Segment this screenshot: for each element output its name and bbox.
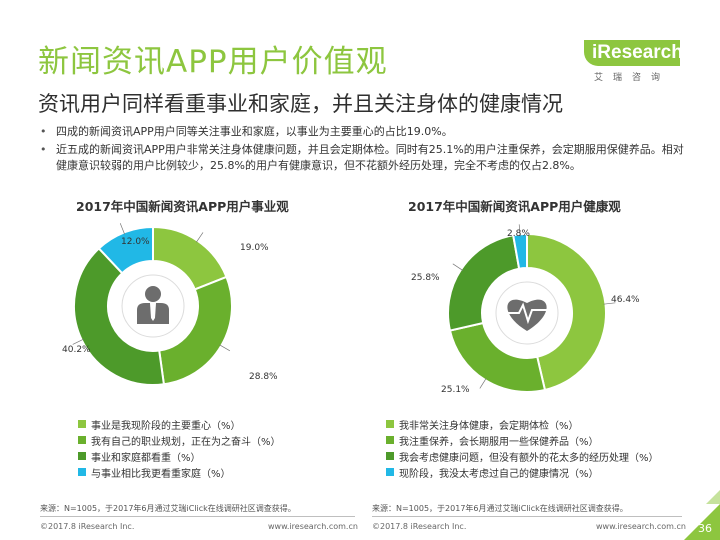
leader-line: [452, 263, 464, 271]
heart-pulse-icon: [507, 299, 547, 331]
data-label: 19.0%: [240, 243, 269, 253]
legend-item: 我非常关注身体健康，会定期体检（%）: [386, 416, 659, 432]
legend-label: 现阶段，我没太考虑过自己的健康情况（%）: [399, 468, 599, 480]
legend-item: 与事业相比我更看重家庭（%）: [78, 464, 281, 480]
website: www.iresearch.com.cn: [268, 522, 358, 531]
leader-line: [479, 378, 487, 389]
data-label: 25.1%: [441, 385, 470, 395]
donut-slice: [512, 232, 528, 270]
legend-swatch: [386, 436, 394, 444]
leader-line: [72, 338, 84, 345]
leader-line: [603, 302, 616, 305]
page-subtitle: 资讯用户同样看重事业和家庭，并且关注身体的健康情况: [38, 92, 563, 116]
health-donut-svg: 46.4% 25.1% 25.8% 2.8%: [411, 224, 640, 395]
corner-decoration: [706, 490, 720, 504]
data-label: 25.8%: [411, 273, 440, 283]
footer-divider: [372, 516, 682, 517]
source-note: 来源：N=1005，于2017年6月通过艾瑞iClick在线调研社区调查获得。: [40, 504, 296, 513]
summary-bullets: 四成的新闻资讯APP用户同等关注事业和家庭，以事业为主要重心的占比19.0%。 …: [40, 124, 690, 176]
legend-item: 我注重保养，会长期服用一些保健养品（%）: [386, 432, 659, 448]
page-title: 新闻资讯APP用户价值观: [38, 44, 388, 80]
chart-title-health: 2017年中国新闻资讯APP用户健康观: [408, 199, 621, 214]
leader-line: [119, 223, 125, 235]
legend-swatch: [78, 452, 86, 460]
leader-line: [195, 232, 204, 243]
logo-subtitle: 艾瑞咨询: [594, 73, 671, 83]
legend-item: 我会考虑健康问题，但没有额外的花太多的经历处理（%）: [386, 448, 659, 464]
career-donut-chart: 19.0% 28.8% 40.2% 12.0%: [0, 218, 340, 408]
donut-slice: [73, 246, 166, 386]
source-note: 来源：N=1005，于2017年6月通过艾瑞iClick在线调研社区调查获得。: [372, 504, 628, 513]
legend-swatch: [78, 436, 86, 444]
bullet-item: 四成的新闻资讯APP用户同等关注事业和家庭，以事业为主要重心的占比19.0%。: [40, 124, 690, 140]
copyright: ©2017.8 iResearch Inc.: [372, 522, 467, 531]
iresearch-logo: iResearch 艾瑞咨询: [584, 40, 684, 83]
website: www.iresearch.com.cn: [596, 522, 686, 531]
donut-slice: [526, 232, 607, 392]
data-label: 46.4%: [611, 295, 640, 305]
legend-swatch: [78, 420, 86, 428]
legend-swatch: [78, 468, 86, 476]
legend-swatch: [386, 420, 394, 428]
legend-label: 事业和家庭都看重（%）: [91, 452, 201, 464]
businessman-icon: [137, 286, 169, 324]
corner-decoration: [684, 504, 720, 540]
chart-title-career: 2017年中国新闻资讯APP用户事业观: [76, 199, 289, 214]
legend-label: 我非常关注身体健康，会定期体检（%）: [399, 420, 579, 432]
legend-item: 现阶段，我没太考虑过自己的健康情况（%）: [386, 464, 659, 480]
career-legend: 事业是我现阶段的主要重心（%） 我有自己的职业规划，正在为之奋斗（%） 事业和家…: [78, 416, 281, 480]
legend-item: 我有自己的职业规划，正在为之奋斗（%）: [78, 432, 281, 448]
data-label: 2.8%: [507, 229, 530, 239]
legend-label: 我注重保养，会长期服用一些保健养品（%）: [399, 436, 599, 448]
leader-line: [518, 224, 521, 237]
health-donut-chart: 46.4% 25.1% 25.8% 2.8%: [355, 218, 695, 408]
legend-swatch: [386, 468, 394, 476]
legend-label: 我有自己的职业规划，正在为之奋斗（%）: [91, 436, 281, 448]
legend-item: 事业是我现阶段的主要重心（%）: [78, 416, 281, 432]
legend-swatch: [386, 452, 394, 460]
legend-label: 与事业相比我更看重家庭（%）: [91, 468, 231, 480]
health-legend: 我非常关注身体健康，会定期体检（%） 我注重保养，会长期服用一些保健养品（%） …: [386, 416, 659, 480]
page-number: 36: [698, 522, 712, 535]
legend-label: 事业是我现阶段的主要重心（%）: [91, 420, 241, 432]
data-label: 28.8%: [249, 372, 278, 382]
leader-line: [219, 344, 231, 352]
data-label: 12.0%: [121, 237, 150, 247]
donut-slice: [158, 275, 233, 386]
legend-label: 我会考虑健康问题，但没有额外的花太多的经历处理（%）: [399, 452, 659, 464]
career-donut-svg: 19.0% 28.8% 40.2% 12.0%: [62, 223, 278, 386]
copyright: ©2017.8 iResearch Inc.: [40, 522, 135, 531]
bullet-item: 近五成的新闻资讯APP用户非常关注身体健康问题，并且会定期体检。同时有25.1%…: [40, 142, 690, 174]
donut-slice: [97, 225, 154, 275]
footer-divider: [40, 516, 355, 517]
legend-item: 事业和家庭都看重（%）: [78, 448, 281, 464]
data-label: 40.2%: [62, 345, 91, 355]
logo-brand: iResearch: [592, 42, 683, 63]
